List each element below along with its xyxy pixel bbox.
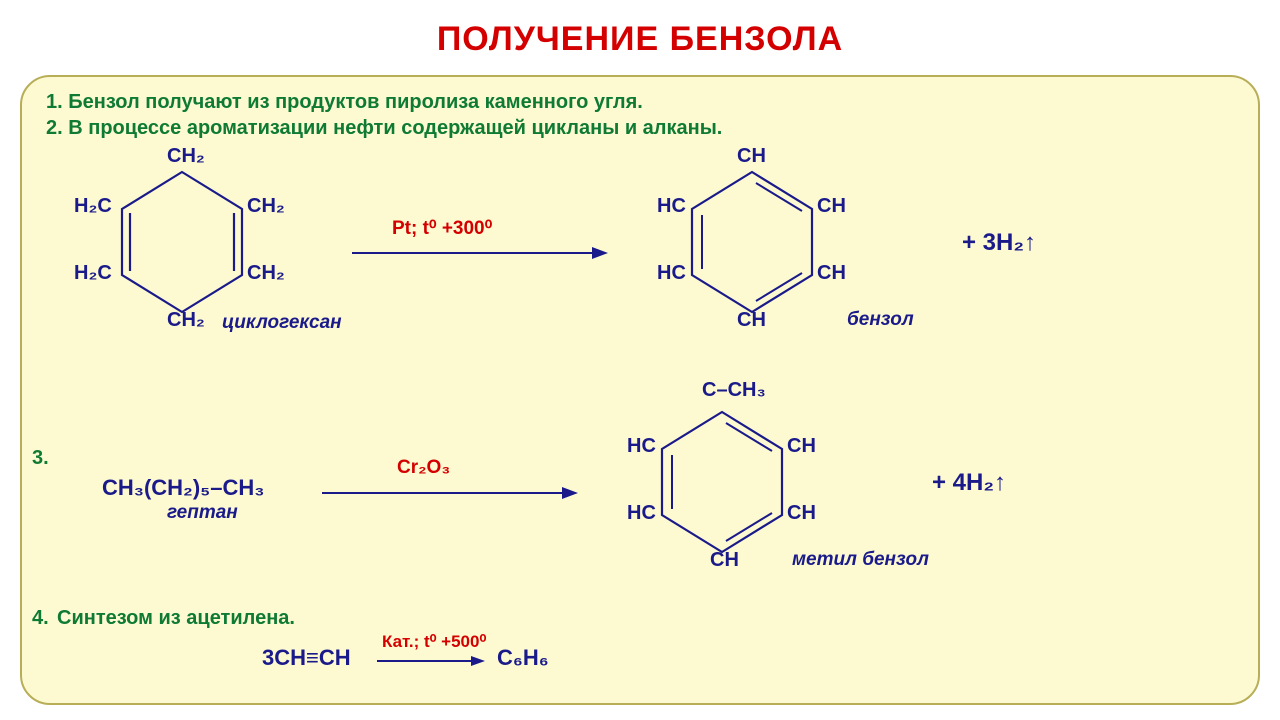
- mb-tl: HC: [627, 435, 656, 458]
- c6h6-formula: C₆H₆: [497, 645, 549, 671]
- reaction-1: CH₂ CH₂ CH₂ CH₂ H₂C H₂C циклогексан Pt; …: [82, 147, 1182, 347]
- cyclohexane-label: циклогексан: [222, 312, 342, 334]
- intro-line-2: 2. В процессе ароматизации нефти содержа…: [46, 115, 1234, 141]
- benz-ch-tr: CH: [817, 195, 846, 218]
- reaction-2: 3. CH₃(CH₂)₅–CH₃ гептан Cr₂O₃ C–CH₃ CH C…: [22, 357, 1222, 577]
- benz-ch-bl: HC: [657, 262, 686, 285]
- content-card: 1. Бензол получают из продуктов пиролиза…: [20, 75, 1260, 705]
- item-3-number: 3.: [32, 447, 49, 470]
- page: ПОЛУЧЕНИЕ БЕНЗОЛА 1. Бензол получают из …: [0, 0, 1280, 720]
- reaction-3: 4. Синтезом из ацетилена. 3CH≡CH Кат.; t…: [22, 607, 1222, 697]
- page-title: ПОЛУЧЕНИЕ БЕНЗОЛА: [0, 0, 1280, 59]
- mb-br: CH: [787, 502, 816, 525]
- heptane-formula: CH₃(CH₂)₅–CH₃: [102, 475, 264, 501]
- reaction2-byproduct: + 4H₂↑: [932, 469, 1006, 497]
- mb-tr: CH: [787, 435, 816, 458]
- cyclohex-ch2-br: CH₂: [247, 262, 285, 285]
- mb-top: C–CH₃: [702, 379, 766, 402]
- reaction1-condition: Pt; t⁰ +300⁰: [392, 217, 492, 240]
- cyclohex-ch2-top: CH₂: [167, 145, 205, 168]
- methylbenzene-label: метил бензол: [792, 549, 929, 571]
- item-4-title: Синтезом из ацетилена.: [57, 607, 295, 630]
- reaction3-arrow: [377, 651, 487, 673]
- benz-ch-top: CH: [737, 145, 766, 168]
- cyclohex-ch2-tr: CH₂: [247, 195, 285, 218]
- mb-bl: HC: [627, 502, 656, 525]
- heptane-label: гептан: [167, 502, 238, 524]
- benz-ch-bot: CH: [737, 309, 766, 332]
- benzene-label: бензол: [847, 309, 914, 331]
- cyclohex-ch2-tl: H₂C: [74, 195, 112, 218]
- benz-ch-tl: HC: [657, 195, 686, 218]
- mb-bot: CH: [710, 549, 739, 572]
- reaction2-condition: Cr₂O₃: [397, 457, 450, 479]
- benz-ch-br: CH: [817, 262, 846, 285]
- item-4-number: 4.: [32, 607, 49, 630]
- reaction2-arrow: [322, 481, 582, 511]
- cyclohex-ch2-bot: CH₂: [167, 309, 205, 332]
- reaction1-arrow: [352, 241, 612, 271]
- acetylene-formula: 3CH≡CH: [262, 645, 351, 671]
- reaction3-condition: Кат.; t⁰ +500⁰: [382, 632, 486, 652]
- reaction1-byproduct: + 3H₂↑: [962, 229, 1036, 257]
- cyclohex-ch2-bl: H₂C: [74, 262, 112, 285]
- intro-line-1: 1. Бензол получают из продуктов пиролиза…: [46, 89, 1234, 115]
- intro-text: 1. Бензол получают из продуктов пиролиза…: [46, 89, 1234, 141]
